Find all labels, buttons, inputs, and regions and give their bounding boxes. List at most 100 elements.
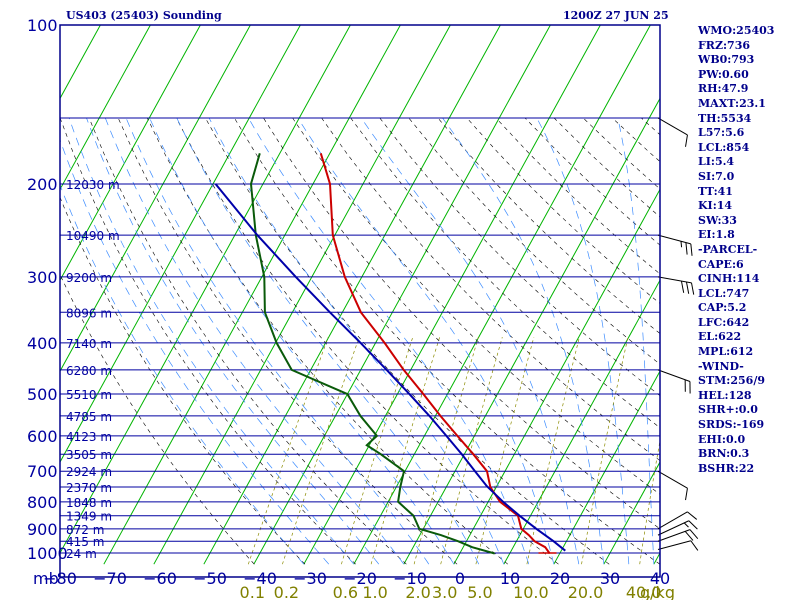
temperature-tick-label: −40	[243, 569, 277, 588]
index-item: SRDS:-169	[698, 418, 765, 432]
wind-barb	[657, 276, 695, 295]
stability-indices-panel: WMO:25403 FRZ:736 WB0:793 PW:0.60 RH:47.9 MAX…	[698, 24, 774, 476]
wind-barb	[657, 470, 688, 501]
isotherm-line	[503, 279, 660, 565]
index-item: LFC:642	[698, 315, 750, 329]
index-item: LI:5.4	[698, 155, 735, 169]
pressure-tick-label: 600	[27, 427, 58, 446]
wind-barb-staff	[657, 520, 690, 536]
height-label: 4785 m	[66, 410, 112, 424]
height-label: 872 m	[66, 523, 104, 537]
wind-barb-flag	[685, 134, 688, 147]
index-item: -PARCEL-	[698, 242, 758, 256]
index-item: STM:256/9	[698, 374, 765, 388]
temperature-tick-label: −80	[43, 569, 77, 588]
height-label: 2370 m	[66, 481, 112, 495]
index-item: KI:14	[698, 199, 733, 213]
pressure-tick-label: 700	[27, 462, 58, 481]
isotherm-line	[60, 25, 351, 555]
wind-barb	[657, 117, 688, 147]
temperature-tick-label: −20	[343, 569, 377, 588]
index-item: HEL:128	[698, 388, 752, 402]
height-label: 12030 m	[66, 178, 120, 192]
temperature-tick-label: −10	[393, 569, 427, 588]
sounding-title: US403 (25403) Sounding	[66, 9, 222, 22]
wind-barb-flag	[685, 242, 688, 255]
index-item: PW:0.60	[698, 67, 749, 81]
height-label: 1848 m	[66, 496, 112, 510]
mixing-ratio-label: 2.0	[405, 583, 430, 600]
pressure-tick-label: 100	[27, 16, 58, 35]
isotherm-line	[553, 370, 660, 565]
index-item: WB0:793	[698, 53, 755, 67]
isotherm-line	[253, 25, 551, 565]
wind-barbs	[657, 117, 699, 551]
index-item: TH:5534	[698, 111, 752, 125]
index-item: BRN:0.3	[698, 447, 750, 461]
height-label: 415 m	[66, 535, 104, 549]
mixing-ratio-line	[341, 336, 414, 565]
isotherm-line	[453, 188, 660, 565]
pressure-tick-label: 400	[27, 334, 58, 353]
height-label: 7140 m	[66, 337, 112, 351]
plot-frame	[59, 24, 661, 578]
temperature-tick-label: −70	[93, 569, 127, 588]
wind-barb-flag	[690, 243, 693, 256]
isotherm-line	[353, 25, 651, 565]
mixing-ratio-line	[639, 438, 660, 565]
mixing-ratio-label: 0.6	[333, 583, 358, 600]
isotherm-line	[60, 25, 151, 191]
index-item: CINH:114	[698, 272, 760, 286]
temperature-tick-label: −50	[193, 569, 227, 588]
temperature-tick-label: 10	[500, 569, 520, 588]
height-label: 8096 m	[66, 306, 112, 320]
pressure-tick-label: 900	[27, 520, 58, 539]
mixing-ratio-line	[370, 336, 441, 565]
index-item: WMO:25403	[698, 24, 775, 37]
wind-barb-flag	[680, 241, 683, 248]
temperature-profile	[319, 153, 551, 555]
wind-barb-flag	[689, 529, 699, 540]
mixing-ratio-label: 0.1	[240, 583, 265, 600]
pressure-tick-label: 500	[27, 385, 58, 404]
wind-barb-staff	[657, 369, 691, 382]
index-item: SHR+:0.0	[698, 403, 758, 417]
index-item: FRZ:736	[698, 38, 751, 52]
isotherm-line	[103, 25, 401, 565]
wind-barb	[657, 540, 699, 551]
height-label: 5510 m	[66, 388, 112, 402]
mixing-ratio-line	[581, 337, 629, 565]
index-item: MAXT:23.1	[698, 96, 766, 110]
height-label: 1349 m	[66, 510, 112, 524]
index-item: -WIND-	[698, 359, 744, 373]
wind-barb	[657, 511, 698, 530]
wind-barb-flag	[685, 281, 690, 294]
temperature-tick-label: −60	[143, 569, 177, 588]
height-label: 24 m	[66, 547, 97, 561]
wind-barb-flag	[684, 531, 694, 541]
index-item: MPL:612	[698, 345, 754, 359]
index-item: BSHR:22	[698, 461, 755, 475]
temperature-tick-label: 30	[600, 569, 620, 588]
mixing-ratio-label: 1.0	[362, 583, 387, 600]
mixing-ratio-label: 5.0	[467, 583, 492, 600]
index-item: LCL:747	[698, 286, 750, 300]
mixing-ratio-label: 3.0	[432, 583, 457, 600]
isotherm-line	[60, 25, 201, 282]
wind-barb-flag	[687, 511, 698, 520]
pressure-tick-label: 800	[27, 493, 58, 512]
temperature-tick-label: 20	[550, 569, 570, 588]
wind-barb-flag	[683, 522, 689, 528]
mixing-ratio-label: 20.0	[568, 583, 604, 600]
wind-barb-staff	[657, 529, 691, 542]
height-label: 9200 m	[66, 271, 112, 285]
mixing-ratio-label: 10.0	[513, 583, 549, 600]
wind-barb	[657, 529, 699, 542]
wind-barb-staff	[657, 540, 691, 551]
temperature-tick-label: −30	[293, 569, 327, 588]
mixing-ratio-unit-label: g/kg	[640, 583, 675, 600]
height-label: 4123 m	[66, 430, 112, 444]
